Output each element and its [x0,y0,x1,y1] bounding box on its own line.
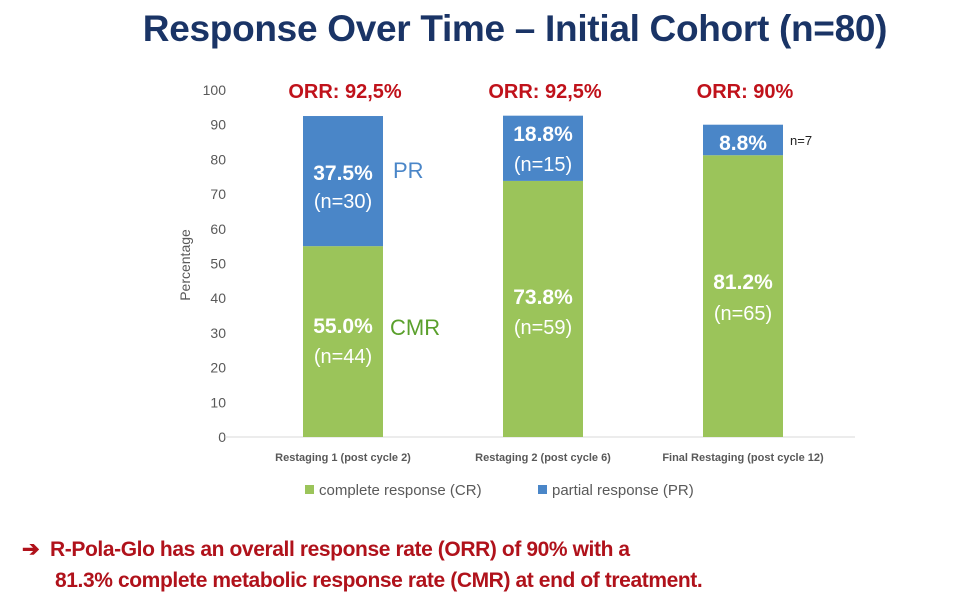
legend-swatch-cr [305,485,314,494]
y-tick-label: 10 [210,394,226,410]
slide-title: Response Over Time – Initial Cohort (n=8… [142,8,888,49]
cr-count-label: (n=44) [314,346,372,368]
y-tick-label: 60 [210,221,226,237]
bar-segment-pr [303,116,383,247]
pr-annotation: PR [393,158,424,183]
final-pr-count-annotation: n=7 [790,133,812,148]
y-tick-label: 80 [210,151,226,167]
bar-segment-cr [503,180,583,437]
x-tick-label: Restaging 2 (post cycle 6) [475,452,611,464]
conclusion-text: ➔ R-Pola-Glo has an overall response rate… [22,534,703,596]
y-axis-label: Percentage [177,229,193,301]
conclusion-line-2: 81.3% complete metabolic response rate (… [55,569,703,592]
y-axis: 0 10 20 30 40 50 60 70 80 90 100 [203,82,227,445]
orr-label: ORR: 92,5% [488,81,602,103]
cr-percent-label: 73.8% [513,286,573,309]
y-tick-label: 20 [210,360,226,376]
y-tick-label: 50 [210,256,226,272]
y-tick-label: 30 [210,325,226,341]
y-tick-label: 40 [210,290,226,306]
bar-segment-pr [503,115,583,181]
y-tick-label: 70 [210,186,226,202]
bar-labels: 55.0% (n=44) 37.5% (n=30) ORR: 92,5% 73.8% (n=… [288,81,812,368]
conclusion-line-1-text: R-Pola-Glo has an overall response rate … [50,538,630,561]
bar-segment-cr [703,155,783,437]
bar-segment-pr [703,124,783,156]
pr-percent-label: 18.8% [513,123,573,146]
x-tick-label: Restaging 1 (post cycle 2) [275,452,411,464]
y-tick-label: 0 [218,429,226,445]
bars [303,115,783,437]
legend-label-pr: partial response (PR) [552,482,694,499]
cmr-annotation: CMR [390,315,440,340]
legend-label-cr: complete response (CR) [319,482,482,499]
pr-count-label: (n=30) [314,191,372,213]
legend-swatch-pr [538,485,547,494]
x-axis-ticks: Restaging 1 (post cycle 2) Restaging 2 (p… [275,452,824,464]
bar-segment-cr [303,246,383,437]
conclusion-line-1: ➔ R-Pola-Glo has an overall response rate… [22,534,702,565]
cr-percent-label: 81.2% [713,271,773,294]
orr-label: ORR: 90% [697,81,794,103]
y-tick-label: 90 [210,117,226,133]
pr-percent-label: 8.8% [719,132,767,155]
pr-percent-label: 37.5% [313,162,373,185]
cr-count-label: (n=65) [714,303,772,325]
orr-label: ORR: 92,5% [288,81,402,103]
arrow-right-icon: ➔ [22,538,40,561]
pr-count-label: (n=15) [514,154,572,176]
cr-percent-label: 55.0% [313,315,373,338]
x-tick-label: Final Restaging (post cycle 12) [662,452,824,464]
legend: complete response (CR) partial response (… [305,482,694,499]
cr-count-label: (n=59) [514,317,572,339]
y-tick-label: 100 [203,82,227,98]
stacked-bar-chart: 0 10 20 30 40 50 60 70 80 90 100 Percentage 55.0% (… [177,81,855,499]
